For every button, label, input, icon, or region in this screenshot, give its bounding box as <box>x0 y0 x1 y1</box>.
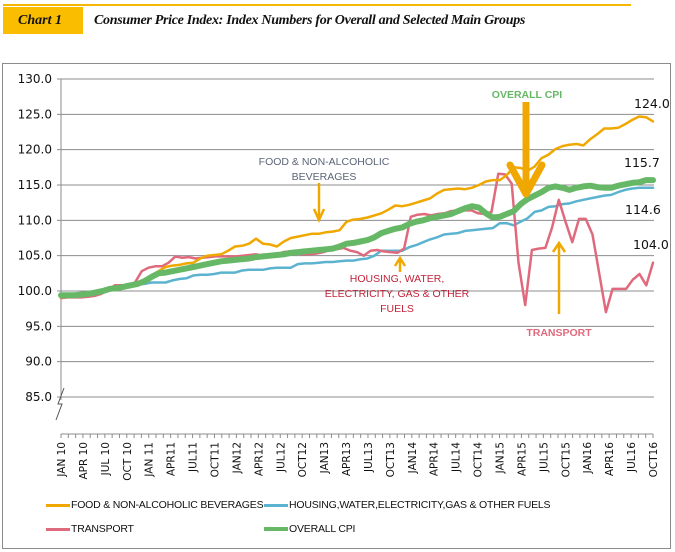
legend-swatch-housing <box>264 503 288 507</box>
legend-label-overall: OVERALL CPI <box>289 523 356 535</box>
x-tick-label: OCT16 <box>648 442 660 478</box>
chart-frame <box>2 63 671 549</box>
x-tick-label: APR15 <box>516 442 528 476</box>
overall-arrow-icon <box>506 102 546 198</box>
x-tick-label: OCT15 <box>560 442 572 477</box>
food-arrow-icon <box>312 183 326 224</box>
y-tick-label: 85.0 <box>25 390 52 404</box>
x-tick-label: JAN15 <box>495 442 507 474</box>
legend-swatch-transport <box>46 527 70 531</box>
series-line-transport <box>59 172 655 314</box>
legend-item-housing: HOUSING,WATER,ELECTRICITY,GAS & OTHER FU… <box>264 499 551 511</box>
x-tick-label: JAN12 <box>231 442 243 474</box>
legend-item-food: FOOD & NON-ALCOHOLIC BEVERAGES <box>46 499 264 511</box>
y-tick-label: 110.0 <box>18 213 52 227</box>
y-tick-label: 100.0 <box>18 284 52 298</box>
gridlines <box>57 78 654 398</box>
overall-annotation: OVERALL CPI <box>492 89 562 101</box>
food-annotation-line2: BEVERAGES <box>292 171 357 183</box>
y-tick-label: 105.0 <box>18 249 52 263</box>
x-tick-label: APR11 <box>166 442 178 476</box>
annotations: FOOD & NON-ALCOHOLIC BEVERAGES HOUSING, … <box>259 89 670 339</box>
y-tick-label: 95.0 <box>25 319 52 333</box>
series-lines <box>58 115 656 314</box>
legend-swatch-overall <box>264 527 288 531</box>
y-tick-label: 125.0 <box>18 107 52 121</box>
x-tick-label: APR12 <box>253 442 265 476</box>
x-tick-label: JUL12 <box>275 442 287 473</box>
housing-annotation-line3: FUELS <box>380 303 414 315</box>
x-tick-label: JUL15 <box>538 442 550 473</box>
housing-annotation-line2: ELECTRICITY, GAS & OTHER <box>325 288 470 300</box>
x-tick-label: JAN13 <box>319 442 331 474</box>
x-tick-label: JUL14 <box>451 442 463 473</box>
x-tick-label: OCT11 <box>209 442 221 477</box>
y-tick-label: 115.0 <box>18 178 52 192</box>
header-rule <box>3 4 631 6</box>
x-tick-label: APR13 <box>341 442 353 476</box>
x-tick-label: OCT 10 <box>122 442 134 481</box>
axis-break-icon <box>55 387 65 421</box>
chart-title: Consumer Price Index: Index Numbers for … <box>94 13 526 28</box>
y-tick-label: 120.0 <box>18 143 52 157</box>
x-tick-label: OCT13 <box>385 442 397 477</box>
x-tick-label: OCT14 <box>473 442 485 478</box>
food-annotation-line1: FOOD & NON-ALCOHOLIC <box>259 156 390 168</box>
chart-number-badge: Chart 1 <box>3 7 83 34</box>
x-tick-label: JAN 11 <box>144 442 156 478</box>
transport-annotation: TRANSPORT <box>526 327 592 339</box>
legend-label-transport: TRANSPORT <box>71 523 134 535</box>
legend-item-transport: TRANSPORT <box>46 523 134 535</box>
y-tick-label: 90.0 <box>25 355 52 369</box>
series-line-overall <box>58 177 656 299</box>
food-end-label: 124.0 <box>634 96 670 111</box>
x-tick-label: JUL 10 <box>100 442 112 476</box>
transport-end-label: 104.0 <box>633 237 669 252</box>
y-tick-label: 130.0 <box>18 72 52 86</box>
x-tick-label: JAN 10 <box>56 442 68 478</box>
x-tick-label: APR14 <box>429 442 441 476</box>
housing-arrow-icon <box>393 255 407 272</box>
x-tick-label: OCT12 <box>297 442 309 477</box>
housing-annotation-line1: HOUSING, WATER, <box>350 273 445 285</box>
x-axis: JAN 10 APR 10 JUL 10 OCT 10 JAN 11 APR11 JUL11… <box>56 433 660 481</box>
legend-label-food: FOOD & NON-ALCOHOLIC BEVERAGES <box>71 499 264 511</box>
x-tick-label: JUL11 <box>188 442 200 473</box>
legend-swatch-food <box>46 503 70 507</box>
y-axis: 130.0 125.0 120.0 115.0 110.0 105.0 100.0 95.0 9… <box>18 72 65 421</box>
overall-end-label: 115.7 <box>624 155 660 170</box>
x-tick-label: JAN16 <box>582 442 594 475</box>
x-tick-label: JUL13 <box>363 442 375 473</box>
x-tick-label: APR 10 <box>78 442 90 480</box>
arrows <box>312 102 567 314</box>
series-line-housing <box>59 186 655 297</box>
legend-label-housing: HOUSING,WATER,ELECTRICITY,GAS & OTHER FU… <box>289 499 551 511</box>
transport-arrow-icon <box>551 240 567 314</box>
x-tick-label: APR16 <box>604 442 616 476</box>
x-tick-label: JUL16 <box>626 442 638 473</box>
x-tick-label: JAN14 <box>407 442 419 475</box>
housing-end-label: 114.6 <box>625 202 661 217</box>
series-line-food <box>59 115 655 299</box>
legend-item-overall: OVERALL CPI <box>264 523 355 535</box>
